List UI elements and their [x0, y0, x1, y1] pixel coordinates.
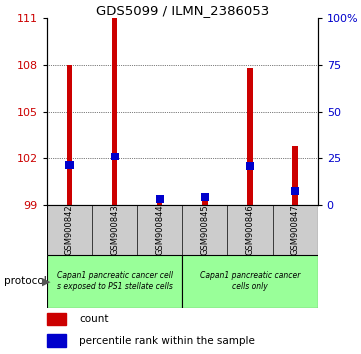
Bar [247, 68, 253, 205]
Bar [246, 162, 254, 170]
Bar [65, 161, 74, 169]
Bar [157, 198, 162, 205]
Bar [292, 146, 298, 205]
Text: Capan1 pancreatic cancer cell
s exposed to PS1 stellate cells: Capan1 pancreatic cancer cell s exposed … [57, 272, 173, 291]
Text: GSM900847: GSM900847 [291, 205, 300, 256]
FancyBboxPatch shape [47, 255, 182, 308]
FancyBboxPatch shape [47, 205, 318, 255]
Text: ▶: ▶ [42, 276, 50, 286]
Bar [156, 195, 164, 202]
Bar [67, 64, 72, 205]
Bar [202, 199, 208, 205]
Bar [47, 334, 66, 347]
Title: GDS5099 / ILMN_2386053: GDS5099 / ILMN_2386053 [96, 4, 269, 17]
FancyBboxPatch shape [182, 255, 318, 308]
Bar [201, 193, 209, 201]
Text: GSM900844: GSM900844 [155, 205, 164, 256]
Text: GSM900845: GSM900845 [200, 205, 209, 256]
Text: GSM900842: GSM900842 [65, 205, 74, 256]
Bar [291, 187, 299, 195]
Bar [112, 18, 117, 205]
Text: Capan1 pancreatic cancer
cells only: Capan1 pancreatic cancer cells only [200, 272, 300, 291]
Bar [47, 313, 66, 325]
Text: percentile rank within the sample: percentile rank within the sample [79, 336, 255, 346]
Text: GSM900846: GSM900846 [245, 205, 255, 256]
Bar [110, 153, 119, 160]
Text: count: count [79, 314, 109, 324]
Text: GSM900843: GSM900843 [110, 205, 119, 256]
Text: protocol: protocol [4, 276, 46, 286]
